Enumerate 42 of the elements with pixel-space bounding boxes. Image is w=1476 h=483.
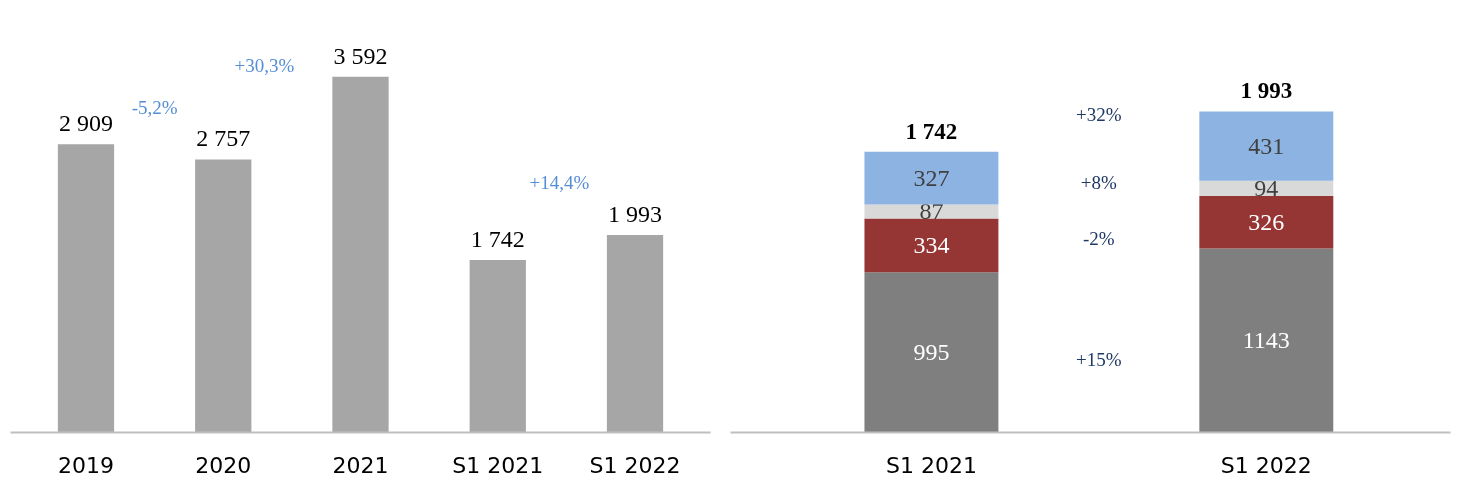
annotation: -2% — [1083, 227, 1115, 249]
bar — [469, 259, 526, 433]
bar — [1199, 111, 1334, 181]
annotation: +8% — [1080, 172, 1118, 194]
data-label: 1 993 — [608, 201, 663, 228]
bar — [195, 159, 252, 433]
data-label: 326 — [1248, 208, 1285, 235]
bar — [606, 235, 664, 433]
data-label: 1 742 — [470, 225, 525, 252]
data-label: 995 — [913, 338, 950, 365]
bar — [864, 151, 999, 205]
x-tick-label: 2021 — [332, 452, 389, 478]
bar — [1199, 248, 1334, 433]
x-tick-label: 2019 — [58, 452, 114, 478]
data-label: 94 — [1254, 174, 1279, 201]
data-label: 87 — [919, 198, 944, 225]
annotation: +14,4% — [529, 172, 590, 194]
x-tick-label: S1 2021 — [452, 452, 544, 478]
data-label: 431 — [1248, 132, 1285, 159]
annotation: +15% — [1076, 349, 1122, 371]
bar — [57, 144, 115, 433]
bar — [864, 204, 999, 219]
total-label: 1 742 — [905, 118, 958, 144]
data-label: 1143 — [1242, 326, 1290, 353]
total-label: 1 993 — [1240, 78, 1293, 104]
data-label: 3 592 — [333, 42, 388, 69]
annotation: +32% — [1076, 103, 1122, 125]
data-label: 327 — [913, 164, 950, 191]
x-tick-label: S1 2022 — [1220, 452, 1312, 478]
x-tick-label: S1 2022 — [589, 452, 681, 478]
data-label: 334 — [913, 231, 950, 258]
data-label: 2 909 — [58, 110, 113, 137]
data-label: 2 757 — [196, 125, 251, 152]
bar — [332, 76, 389, 433]
bar — [1199, 195, 1334, 249]
bar — [864, 272, 999, 433]
annotation: -5,2% — [131, 97, 178, 119]
bar — [1199, 180, 1334, 196]
x-tick-label: S1 2021 — [885, 452, 977, 478]
x-tick-label: 2020 — [195, 452, 252, 478]
bar — [864, 218, 999, 273]
text: +30,3% — [234, 54, 295, 76]
